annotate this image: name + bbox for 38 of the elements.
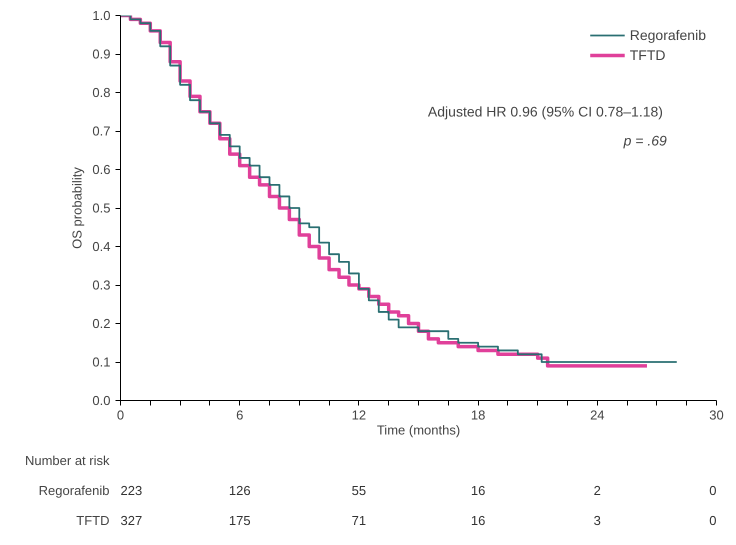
annotation: p = .69	[622, 132, 668, 148]
text: Number at risk	[24, 453, 110, 468]
text: 16	[470, 483, 486, 498]
y-tick-label: 0.4	[92, 239, 111, 254]
y-tick-label: 0.2	[92, 316, 111, 331]
text: 126	[228, 483, 251, 498]
text: 175	[228, 513, 251, 528]
y-tick-label: 0.5	[92, 200, 111, 216]
x-tick-label: 18	[470, 408, 486, 422]
text: 327	[120, 513, 142, 528]
text: 55	[352, 483, 366, 498]
annotation: Adjusted HR 0.96 (95% CI 0.78–1.18)	[428, 103, 663, 120]
y-axis-title: OS probability	[69, 166, 84, 249]
x-axis-title: Time (months)	[376, 422, 460, 438]
x-tick-label: 0	[116, 408, 124, 422]
y-tick-label: 0.9	[92, 46, 111, 62]
text: 2	[594, 483, 601, 498]
x-tick-label: 30	[709, 408, 724, 422]
y-tick-label: 0.1	[92, 354, 111, 370]
legend-label: TFTD	[630, 47, 666, 63]
y-tick-label: 0.8	[92, 85, 111, 100]
legend-label: Regorafenib	[630, 27, 706, 43]
x-tick-label: 6	[236, 408, 244, 422]
text: 71	[352, 513, 366, 528]
y-tick-label: 0.3	[92, 278, 111, 292]
y-tick-label: 0.7	[92, 124, 111, 138]
y-tick-label: 0.6	[92, 162, 111, 177]
y-tick-label: 0.0	[92, 393, 111, 408]
text: 223	[120, 483, 142, 498]
text: 16	[470, 513, 486, 528]
text: 0	[709, 483, 717, 498]
text: 0	[709, 513, 717, 528]
text: TFTD	[76, 513, 110, 528]
y-tick-label: 1.0	[92, 8, 111, 23]
text: 3	[594, 513, 601, 528]
x-tick-label: 24	[590, 408, 605, 422]
x-tick-label: 12	[352, 408, 366, 422]
text: Regorafenib	[38, 483, 110, 498]
